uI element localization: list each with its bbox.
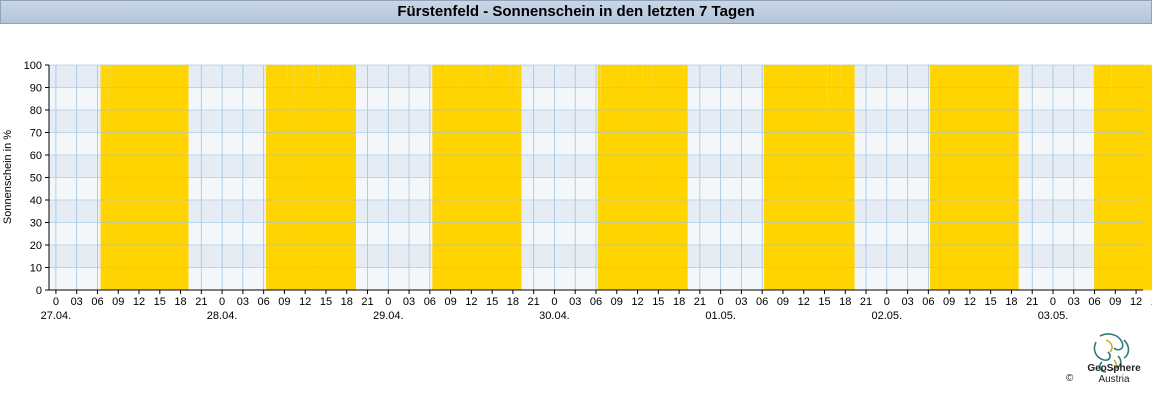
x-tick-label: 09 <box>444 296 456 308</box>
x-tick-label: 21 <box>528 296 540 308</box>
x-tick-label: 18 <box>1005 296 1017 308</box>
x-tick-label: 15 <box>818 296 830 308</box>
x-tick-label: 12 <box>964 296 976 308</box>
x-tick-label: 12 <box>798 296 810 308</box>
y-tick-label: 60 <box>30 150 42 162</box>
x-day-label: 29.04. <box>373 310 404 322</box>
y-tick-label: 40 <box>30 195 42 207</box>
y-tick-label: 10 <box>30 263 42 275</box>
x-tick-label: 18 <box>174 296 186 308</box>
x-tick-label: 15 <box>985 296 997 308</box>
x-tick-label: 09 <box>278 296 290 308</box>
x-tick-label: 18 <box>839 296 851 308</box>
x-tick-label: 21 <box>860 296 872 308</box>
x-tick-label: 0 <box>718 296 724 308</box>
x-tick-label: 18 <box>507 296 519 308</box>
x-tick-label: 03 <box>71 296 83 308</box>
x-tick-label: 15 <box>320 296 332 308</box>
x-tick-label: 0 <box>385 296 391 308</box>
logo-text: GeoSphere Austria <box>1076 363 1152 385</box>
x-tick-label: 09 <box>1109 296 1121 308</box>
x-tick-label: 15 <box>486 296 498 308</box>
y-axis-label: Sonnenschein in % <box>2 130 14 224</box>
y-tick-label: 30 <box>30 218 42 230</box>
x-tick-label: 15 <box>154 296 166 308</box>
x-tick-label: 03 <box>569 296 581 308</box>
x-tick-label: 03 <box>237 296 249 308</box>
x-tick-label: 15 <box>1151 296 1152 308</box>
x-tick-label: 21 <box>694 296 706 308</box>
x-tick-label: 12 <box>1130 296 1142 308</box>
x-day-label: 28.04. <box>207 310 238 322</box>
x-tick-label: 06 <box>424 296 436 308</box>
x-day-label: 02.05. <box>872 310 903 322</box>
y-tick-label: 20 <box>30 240 42 252</box>
x-tick-label: 03 <box>1068 296 1080 308</box>
y-tick-label: 100 <box>24 60 42 72</box>
y-tick-label: 80 <box>30 105 42 117</box>
y-tick-label: 90 <box>30 83 42 95</box>
x-tick-label: 09 <box>611 296 623 308</box>
y-tick-label: 50 <box>30 173 42 185</box>
x-tick-label: 0 <box>1050 296 1056 308</box>
x-tick-label: 06 <box>590 296 602 308</box>
x-tick-label: 21 <box>361 296 373 308</box>
x-tick-label: 0 <box>884 296 890 308</box>
x-tick-label: 09 <box>112 296 124 308</box>
x-tick-label: 06 <box>91 296 103 308</box>
x-tick-label: 06 <box>756 296 768 308</box>
x-tick-label: 21 <box>195 296 207 308</box>
x-tick-label: 03 <box>735 296 747 308</box>
x-tick-label: 21 <box>1026 296 1038 308</box>
x-tick-label: 06 <box>1088 296 1100 308</box>
x-tick-label: 0 <box>53 296 59 308</box>
x-tick-label: 12 <box>631 296 643 308</box>
x-day-label: 30.04. <box>539 310 570 322</box>
x-tick-label: 06 <box>922 296 934 308</box>
logo-sub-text: Austria <box>1098 374 1130 385</box>
x-tick-label: 12 <box>133 296 145 308</box>
x-day-label: 01.05. <box>705 310 736 322</box>
chart-horizontal-gridlines <box>49 64 1143 291</box>
x-tick-label: 03 <box>901 296 913 308</box>
x-tick-label: 09 <box>777 296 789 308</box>
x-tick-label: 06 <box>258 296 270 308</box>
x-tick-label: 0 <box>551 296 557 308</box>
x-day-label: 03.05. <box>1038 310 1069 322</box>
x-tick-label: 12 <box>299 296 311 308</box>
x-tick-label: 18 <box>341 296 353 308</box>
x-day-label: 27.04. <box>41 310 72 322</box>
y-tick-label: 70 <box>30 128 42 140</box>
x-tick-label: 03 <box>403 296 415 308</box>
y-tick-label: 0 <box>36 285 42 297</box>
x-tick-label: 18 <box>673 296 685 308</box>
x-tick-label: 0 <box>219 296 225 308</box>
chart-title: Fürstenfeld - Sonnenschein in den letzte… <box>0 0 1152 24</box>
x-tick-label: 09 <box>943 296 955 308</box>
x-tick-label: 15 <box>652 296 664 308</box>
x-tick-label: 12 <box>465 296 477 308</box>
copyright-mark: © <box>1066 373 1074 384</box>
logo-brand-text: GeoSphere <box>1087 363 1141 374</box>
geosphere-logo-icon <box>1093 333 1130 373</box>
